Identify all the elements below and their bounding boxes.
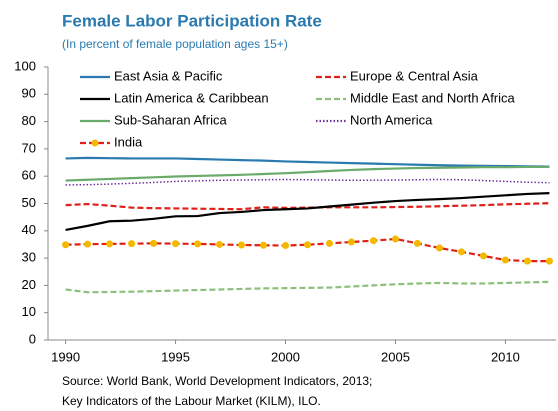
series-line (65, 192, 550, 232)
x-tick-label: 1990 (51, 349, 80, 364)
legend-marker (91, 139, 99, 147)
point-marker (238, 241, 246, 249)
point-marker (435, 244, 443, 252)
point-marker (391, 235, 399, 243)
point-marker (84, 240, 92, 248)
point-marker (128, 240, 136, 248)
y-tick-label: 80 (22, 113, 36, 128)
y-tick-label: 20 (22, 277, 36, 292)
point-marker (545, 257, 553, 265)
point-marker (325, 239, 333, 247)
legend-label: Middle East and North Africa (350, 90, 516, 105)
source-note: Key Indicators of the Labour Market (KIL… (62, 394, 321, 408)
series-line (65, 280, 550, 294)
legend-label: East Asia & Pacific (114, 68, 223, 83)
y-tick-label: 30 (22, 250, 36, 265)
x-tick-label: 2010 (491, 349, 520, 364)
y-tick-label: 0 (29, 331, 36, 346)
series-line (65, 178, 550, 186)
y-tick-label: 90 (22, 86, 36, 101)
y-tick-label: 100 (14, 58, 36, 73)
x-tick-label: 1995 (161, 349, 190, 364)
point-marker (194, 240, 202, 248)
series-line (65, 165, 550, 182)
y-tick-label: 10 (22, 304, 36, 319)
legend-label: Europe & Central Asia (350, 68, 479, 83)
point-marker (150, 239, 158, 247)
point-marker (479, 252, 487, 260)
y-tick-label: 60 (22, 168, 36, 183)
point-marker (106, 240, 114, 248)
point-marker (303, 241, 311, 249)
point-marker (413, 239, 421, 247)
point-marker (62, 241, 70, 249)
point-marker (260, 241, 268, 249)
point-marker (216, 240, 224, 248)
point-marker (501, 256, 509, 264)
x-tick-label: 2000 (271, 349, 300, 364)
legend-label: Latin America & Caribbean (114, 90, 269, 105)
point-marker (282, 242, 290, 250)
point-marker (347, 238, 355, 246)
legend-label: Sub-Saharan Africa (114, 112, 228, 127)
chart-subtitle: (In percent of female population ages 15… (62, 37, 288, 51)
chart-title: Female Labor Participation Rate (62, 11, 322, 30)
x-tick-label: 2005 (381, 349, 410, 364)
point-marker (369, 237, 377, 245)
point-marker (523, 257, 531, 265)
y-tick-label: 70 (22, 140, 36, 155)
series-line (65, 156, 550, 168)
legend-label: North America (350, 112, 433, 127)
point-marker (457, 248, 465, 256)
y-tick-label: 40 (22, 222, 36, 237)
source-note: Source: World Bank, World Development In… (62, 374, 372, 388)
point-marker (172, 240, 180, 248)
y-tick-label: 50 (22, 195, 36, 210)
legend-label: India (114, 134, 143, 149)
